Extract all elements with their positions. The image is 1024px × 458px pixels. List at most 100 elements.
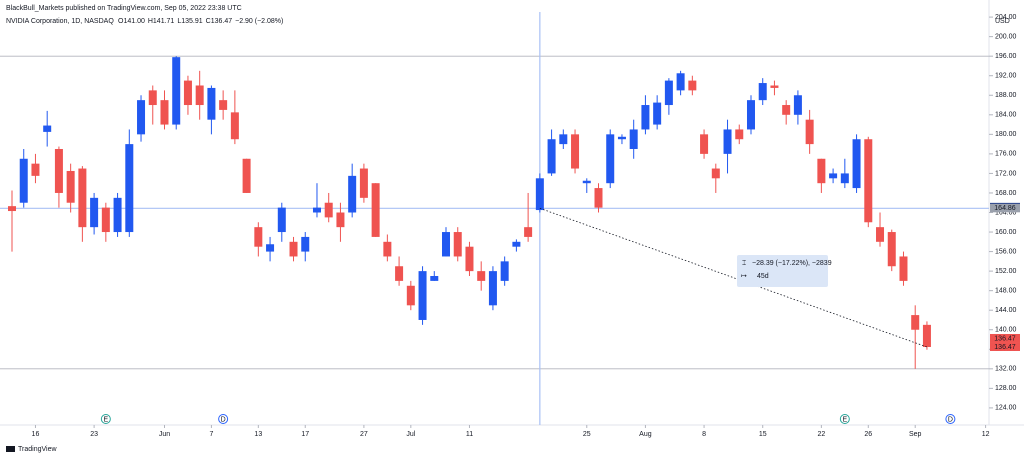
y-tick-label: 180.00	[995, 131, 1017, 138]
candle-body	[395, 266, 404, 281]
x-tick-label: 8	[702, 431, 706, 438]
candle-body	[535, 178, 544, 211]
candle-body	[547, 139, 556, 174]
candle-body	[629, 129, 638, 149]
y-tick-label: 156.00	[995, 248, 1017, 255]
x-tick-label: 22	[817, 431, 825, 438]
candle-body	[746, 100, 755, 130]
x-tick-label: 15	[759, 431, 767, 438]
candle-body	[324, 202, 333, 218]
x-tick-label: 7	[209, 431, 213, 438]
candle-body	[160, 100, 169, 125]
y-tick-label: 200.00	[995, 33, 1017, 40]
candle-body	[829, 173, 838, 179]
candle-body	[183, 80, 192, 106]
candle-body	[442, 232, 451, 257]
price-label: 136.47	[994, 344, 1016, 351]
candle-body	[500, 261, 509, 281]
candle-body	[582, 180, 591, 184]
candle-body	[676, 73, 685, 91]
y-tick-label: 172.00	[995, 170, 1017, 177]
candle-body	[383, 241, 392, 257]
candle-body	[230, 112, 239, 140]
candle-body	[911, 315, 920, 330]
candle-body	[664, 80, 673, 106]
candle-body	[8, 206, 16, 212]
candle-body	[172, 57, 181, 125]
candle-body	[19, 158, 28, 203]
candle-body	[254, 227, 263, 247]
candle-body	[289, 241, 298, 257]
candle-body	[125, 144, 134, 233]
candle-body	[735, 129, 744, 140]
price-label: 164.86	[994, 205, 1016, 212]
price-label-box	[990, 333, 1020, 343]
candle-body	[277, 207, 286, 233]
x-tick-label: Jul	[406, 431, 415, 438]
candle-body	[852, 139, 861, 189]
x-tick-label: 11	[466, 431, 473, 438]
price-label-box	[990, 342, 1020, 351]
event-label: D	[221, 416, 226, 423]
candle-body	[406, 285, 415, 306]
price-label: 136.47	[994, 335, 1016, 342]
measure-text: −28.39 (−17.22%), −2839	[752, 260, 832, 267]
event-marker	[945, 414, 956, 424]
candle-body	[770, 85, 779, 88]
candle-body	[782, 105, 791, 115]
currency: USD	[995, 18, 1010, 25]
y-tick-label: 188.00	[995, 92, 1017, 99]
y-tick-label: 184.00	[995, 112, 1017, 119]
candle-body	[524, 227, 533, 237]
y-tick-label: 124.00	[995, 405, 1017, 412]
event-label: E	[104, 416, 109, 423]
candle-body	[606, 134, 615, 184]
legend-value: O141.00	[118, 18, 145, 25]
candle-body	[876, 227, 885, 242]
logo-text: TradingView	[18, 446, 57, 453]
candle-body	[312, 207, 321, 213]
candle-body	[336, 212, 345, 228]
y-tick-label: 128.00	[995, 385, 1017, 392]
legend-value: H141.71	[148, 18, 175, 25]
candle-body	[301, 236, 310, 252]
candle-body	[207, 87, 216, 120]
candle-body	[477, 271, 486, 281]
candle-body	[371, 183, 380, 237]
candle-body	[594, 188, 603, 208]
event-marker	[100, 414, 111, 424]
candle-body	[805, 119, 814, 145]
x-tick-label: 23	[90, 431, 98, 438]
logo-icon	[6, 446, 15, 452]
candle-body	[922, 324, 931, 347]
x-tick-label: 17	[301, 431, 309, 438]
x-tick-label: Jun	[159, 431, 170, 438]
candle-body	[512, 241, 521, 247]
header: BlackBull_Markets published on TradingVi…	[6, 5, 242, 12]
x-tick-label: 13	[254, 431, 262, 438]
candle-body	[430, 276, 439, 281]
candle-body	[242, 158, 251, 193]
candle-body	[418, 271, 427, 320]
candle-body	[653, 102, 662, 125]
candle-body	[617, 136, 626, 140]
legend-value: L135.91	[177, 18, 202, 25]
x-tick-label: Aug	[639, 431, 652, 438]
legend-value: −2.90 (−2.08%)	[235, 18, 283, 25]
x-tick-label: 12	[982, 431, 990, 438]
y-tick-label: 204.00	[995, 14, 1017, 21]
candle-body	[758, 83, 767, 101]
candle-body	[723, 129, 732, 154]
y-tick-label: 176.00	[995, 151, 1017, 158]
candle-body	[700, 134, 709, 154]
x-tick-label: 25	[583, 431, 591, 438]
candle-body	[113, 197, 122, 233]
candle-body	[840, 173, 849, 184]
y-tick-label: 132.00	[995, 366, 1017, 373]
candle-body	[90, 197, 99, 228]
candle-body	[219, 100, 228, 110]
y-tick-label: 140.00	[995, 327, 1017, 334]
measure-icon: ↦	[741, 273, 747, 280]
candle-body	[66, 170, 75, 203]
